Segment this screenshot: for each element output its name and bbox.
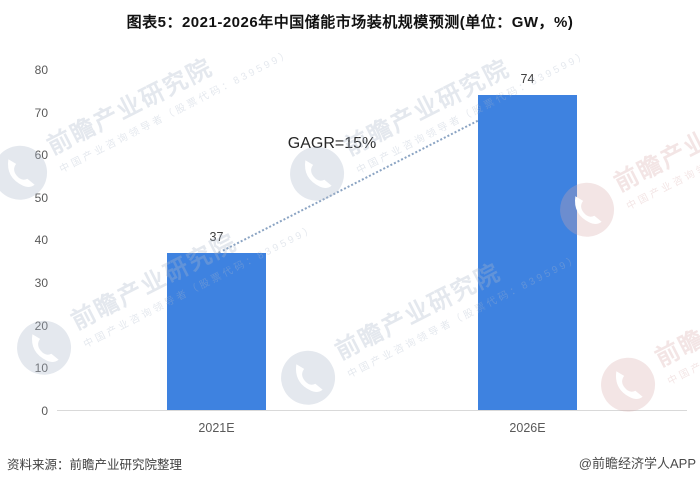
y-tick-10: 10 bbox=[34, 361, 48, 375]
watermark: 前瞻产业研究院 中国产业咨询领导者（股票代码：839599） bbox=[592, 226, 700, 421]
watermark-tagline: 中国产业咨询领导者（股票代码：839599） bbox=[665, 259, 700, 388]
watermark-tagline: 中国产业咨询领导者（股票代码：839599） bbox=[624, 84, 700, 213]
watermark: 前瞻产业研究院 中国产业咨询领导者（股票代码：839599） bbox=[8, 189, 321, 384]
y-tick-50: 50 bbox=[34, 191, 48, 205]
bar-2026e bbox=[478, 95, 577, 410]
x-label-2026e: 2026E bbox=[509, 421, 546, 435]
y-tick-40: 40 bbox=[34, 233, 48, 247]
value-label-2021e: 37 bbox=[209, 230, 224, 244]
y-tick-30: 30 bbox=[34, 276, 48, 290]
y-tick-80: 80 bbox=[34, 63, 48, 77]
y-tick-70: 70 bbox=[34, 106, 48, 120]
y-tick-0: 0 bbox=[41, 404, 48, 418]
y-tick-20: 20 bbox=[34, 319, 48, 333]
source-note: 资料来源：前瞻产业研究院整理 bbox=[7, 458, 183, 472]
watermark-brand: 前瞻产业研究院 bbox=[42, 53, 218, 160]
credit-note: @前瞻经济学人APP bbox=[578, 456, 696, 471]
qianzhan-logo-icon bbox=[272, 341, 345, 414]
watermark-tagline: 中国产业咨询领导者（股票代码：839599） bbox=[57, 47, 294, 176]
bar-2021e bbox=[167, 253, 266, 410]
value-label-2026e: 74 bbox=[520, 72, 535, 86]
watermark-brand: 前瞻产业研究院 bbox=[650, 265, 700, 372]
chart-title: 图表5：2021-2026年中国储能市场装机规模预测(单位：GW，%) bbox=[126, 14, 574, 31]
x-axis-line bbox=[57, 410, 687, 411]
x-label-2021e: 2021E bbox=[198, 421, 235, 435]
watermark-brand: 前瞻产业研究院 bbox=[609, 90, 700, 197]
cagr-annotation: GAGR=15% bbox=[287, 135, 377, 152]
y-tick-60: 60 bbox=[34, 148, 48, 162]
